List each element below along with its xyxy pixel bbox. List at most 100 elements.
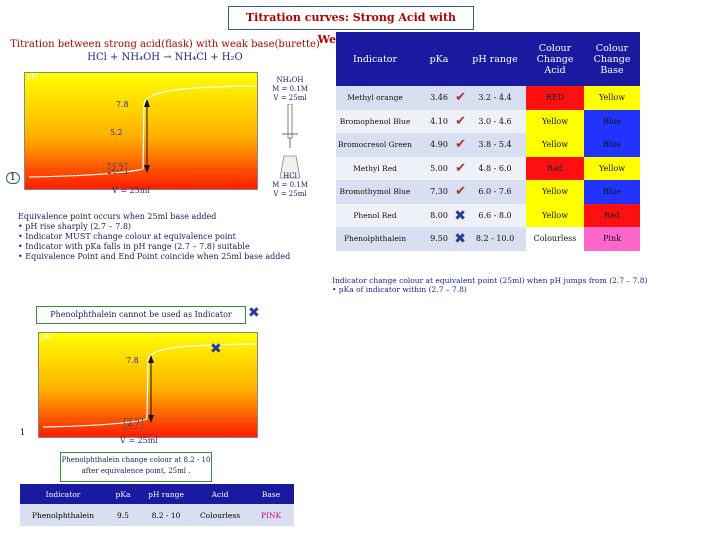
cell-colour-acid: Colourless — [526, 227, 584, 251]
volume-label: V = 25ml — [112, 186, 150, 195]
base-name: NH₄OH — [276, 76, 304, 84]
chart2-curve-line — [42, 343, 256, 428]
table-row: Bromocresol Green 4.90 ✔ 3.8 - 5.4 Yellow Blu… — [336, 133, 640, 157]
ph-78-label: 7.8 — [116, 100, 129, 109]
tick-icon: ✔ — [455, 113, 466, 129]
phen-note-line: after equivalence point, 25ml . — [81, 467, 191, 475]
cell-acid: Colourless — [192, 504, 248, 526]
chart2-y-label: pH — [41, 333, 52, 341]
cell-ph-range: 3.8 - 5.4 — [464, 133, 526, 157]
base-label: NH₄OH M = 0.1M V = 25ml — [270, 76, 310, 103]
cell-base: PINK — [248, 504, 294, 526]
note-line: • Indicator MUST change colour at equiva… — [18, 232, 236, 241]
cell-pka: 3.46 ✔ — [414, 86, 466, 110]
bottom-header-row: Indicator pKa pH range Acid Base — [20, 484, 294, 504]
page-title: Titration curves: Strong Acid with Weak … — [228, 6, 474, 46]
cell-indicator-name: Phenol Red — [336, 203, 414, 227]
table-row: Bromothymol Blue 7.30 ✔ 6.0 - 7.6 Yellow Blue — [336, 180, 640, 204]
note-line: • Indicator with pKa falls in pH range (… — [18, 242, 250, 251]
base-molarity: M = 0.1M — [272, 85, 308, 93]
cell-pka: 8.00 ✖ — [414, 203, 466, 227]
phen-note-line: Phenolphthalein change colour at 8.2 - 1… — [61, 456, 211, 464]
chart1-x-caption: volume of base added — [186, 180, 231, 185]
chart-background — [25, 73, 257, 189]
table-row: Phenol Red 8.00 ✖ 6.6 - 8.0 Yellow Red — [336, 203, 640, 227]
indicator-note: Indicator change colour at equivalent po… — [332, 276, 647, 294]
cell-colour-base: Blue — [584, 133, 640, 157]
cross-icon: ✖ — [454, 207, 466, 224]
equation: HCl + NH₄OH → NH₄Cl + H₂O — [87, 52, 243, 63]
cell-ph-range: 4.8 - 6.0 — [464, 156, 526, 180]
cross-icon: ✖ — [248, 305, 260, 321]
cell-colour-base: Pink — [584, 227, 640, 251]
ph-52-label: 5.2 — [110, 128, 123, 137]
cell-indicator-name: Bromophenol Blue — [336, 109, 414, 133]
titration-curve-chart — [24, 72, 258, 190]
titration-curve-svg — [25, 73, 257, 189]
cell-colour-acid: Yellow — [526, 203, 584, 227]
cell-colour-acid: RED — [526, 86, 584, 110]
cell-colour-base: Red — [584, 203, 640, 227]
acid-volume: V = 25ml — [273, 190, 307, 198]
cell-ph-range: 6.6 - 8.0 — [464, 203, 526, 227]
bottom-header-acid: Acid — [192, 484, 248, 504]
phenolphthalein-chart — [38, 332, 258, 438]
cell-pka: 9.50 ✖ — [414, 227, 466, 251]
acid-name: HCl — [283, 172, 297, 180]
ph-1-label: 1 — [6, 172, 20, 184]
header-colour-base: Colour Change Base — [584, 32, 640, 86]
table-header-row: Indicator pKa pH range Colour Change Aci… — [336, 32, 640, 86]
cell-colour-acid: Red — [526, 156, 584, 180]
cell-indicator-name: Bromothymol Blue — [336, 180, 414, 204]
cell-colour-acid: Yellow — [526, 180, 584, 204]
chart2-arrow-up — [148, 355, 154, 363]
cell-colour-acid: Yellow — [526, 109, 584, 133]
cell-ph-range: 8.2 - 10.0 — [464, 227, 526, 251]
cell-pka: 9.5 — [106, 504, 140, 526]
note-line: • Equivalence Point and End Point coinci… — [18, 252, 291, 261]
table-row: Phenolphthalein 9.50 ✖ 8.2 - 10.0 Colourless… — [336, 227, 640, 251]
cell-indicator-name: Bromocresol Green — [336, 133, 414, 157]
arrow-head-up — [144, 99, 150, 107]
bottom-header-indicator: Indicator — [20, 484, 106, 504]
tick-icon: ✔ — [455, 90, 466, 105]
cell-colour-base: Blue — [584, 180, 640, 204]
cross-icon: ✖ — [210, 341, 222, 357]
chart2-x-caption: volume of base added — [184, 428, 229, 433]
chart2-ph-78-label: 7.8 — [126, 356, 139, 365]
ph-27-label: 2.7 — [108, 163, 127, 174]
indicator-table: Indicator pKa pH range Colour Change Aci… — [336, 32, 640, 251]
acid-molarity: M = 0.1M — [272, 181, 308, 189]
header-indicator: Indicator — [336, 32, 414, 86]
titration-curve-line — [28, 85, 256, 178]
cell-pka: 4.10 ✔ — [414, 109, 466, 133]
table-row: Bromophenol Blue 4.10 ✔ 3.0 - 4.6 Yellow Blue — [336, 109, 640, 133]
phenolphthalein-title: Phenolphthalein cannot be used as Indica… — [36, 306, 246, 324]
base-volume: V = 25ml — [273, 94, 307, 102]
chart2-ph-27-label: 2.7 — [124, 418, 143, 429]
note2-line: • pKa of indicator within (2.7 – 7.8) — [332, 285, 467, 294]
header-colour-acid: Colour Change Acid — [526, 32, 584, 86]
flask-icon — [279, 155, 301, 179]
table-row: Methyl orange 3.46 ✔ 3.2 - 4.4 RED Yellow — [336, 86, 640, 110]
cell-colour-base: Yellow — [584, 86, 640, 110]
tick-icon: ✔ — [455, 160, 466, 176]
cell-ph-range: 6.0 - 7.6 — [464, 180, 526, 204]
tick-icon: ✔ — [455, 137, 466, 152]
cell-colour-base: Yellow — [584, 156, 640, 180]
cell-pka: 4.90 ✔ — [414, 133, 466, 157]
cell-pka: 5.00 ✔ — [414, 156, 466, 180]
cell-indicator-name: Methyl orange — [336, 86, 414, 110]
chart2-ph-1-label: 1 — [20, 428, 26, 437]
phenolphthalein-svg — [39, 333, 257, 437]
cell-name: Phenolphthalein — [20, 504, 106, 526]
cell-colour-acid: Yellow — [526, 133, 584, 157]
cell-indicator-name: Phenolphthalein — [336, 227, 414, 251]
bottom-header-base: Base — [248, 484, 294, 504]
bottom-header-ph-range: pH range — [140, 484, 192, 504]
note-line: Equivalence point occurs when 25ml base … — [18, 212, 217, 221]
cell-pka: 7.30 ✔ — [414, 180, 466, 204]
cell-indicator-name: Methyl Red — [336, 156, 414, 180]
chart1-y-label: pH — [27, 73, 38, 81]
note-line: • pH rise sharply (2.7 – 7.8) — [18, 222, 132, 231]
